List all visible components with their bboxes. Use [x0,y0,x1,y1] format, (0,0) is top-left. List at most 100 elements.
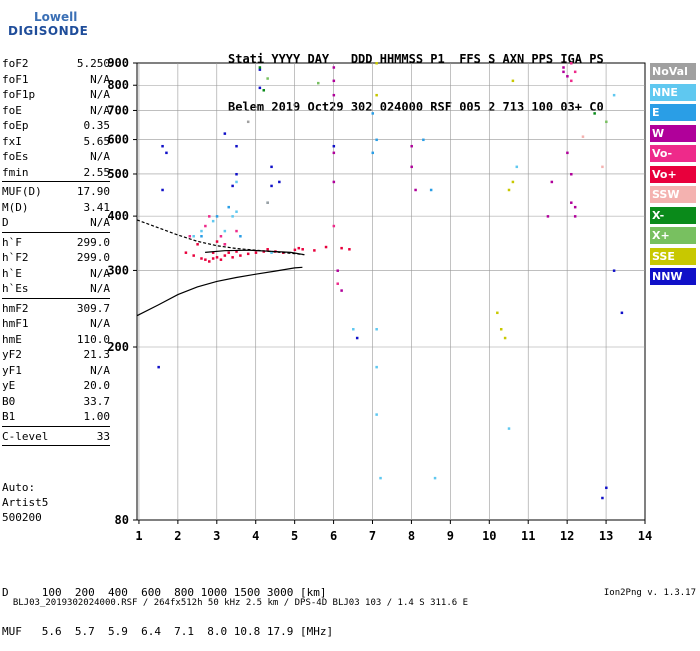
echo-point [332,66,336,69]
param-value: 299.0 [76,235,110,249]
echo-point [200,229,203,233]
echo-point [227,251,230,254]
echo-point [215,256,219,259]
echo-point [612,93,616,97]
legend-item: E [650,104,696,121]
echo-point [593,112,596,115]
legend-item: W [650,124,696,142]
echo-point [223,229,227,233]
param-row: h`F2 299.0 [2,250,110,266]
param-row: h`F 299.0 [2,235,110,251]
echo-point [550,180,554,184]
x-tick-label: 14 [638,529,652,543]
param-row: foEs N/A [2,149,110,165]
echo-point [332,151,336,155]
echo-point [246,252,250,256]
muf-row: MUF 5.6 5.7 5.9 6.4 7.1 8.0 10.8 17.9 [M… [2,625,334,638]
param-value: N/A [90,317,110,330]
echo-point [208,260,211,263]
param-row: yF1 N/A [2,363,110,379]
y-tick-label: 700 [107,103,129,117]
file-info-footer: BLJ03_2019302024000.RSF / 264fx512h 50 k… [2,588,698,618]
echo-point [511,79,515,83]
x-tick-label: 10 [482,529,496,543]
echo-point [266,248,269,251]
echo-point [352,327,355,331]
param-name: foF1 [2,72,29,86]
param-value: N/A [90,150,110,163]
param-value: N/A [90,72,110,86]
echo-point [573,215,577,218]
echo-point [161,144,164,148]
echo-point [266,77,269,80]
param-row: hmF2 309.7 [2,301,110,317]
param-row: foF1p N/A [2,87,110,103]
param-name: foEs [2,150,29,163]
echo-point [340,246,343,250]
echo-point [211,251,215,254]
param-row: hmF1 N/A [2,316,110,332]
param-name: h`E [2,266,22,280]
param-name: MUF(D) [2,185,42,198]
legend-item: NoVal [650,63,696,80]
software-version: Ion2Png v. 1.3.17 [603,588,696,598]
echo-point [507,427,511,430]
param-value: 20.0 [83,379,111,392]
x-tick-label: 4 [252,529,259,543]
echo-point [375,327,378,331]
echo-point [546,215,550,218]
legend-item: X+ [650,227,696,244]
legend-item: NNW [650,268,696,285]
scaled-parameters-panel: foF2 5.250 foF1 N/A foF1p N/A foE N/A foEp 0.35 fx… [2,56,110,448]
echo-point [231,256,234,259]
param-separator [2,425,110,427]
echo-point [371,151,375,155]
echo-point [211,257,215,260]
echo-point [231,215,234,218]
echo-point [605,120,608,124]
plot-frame [136,62,646,521]
param-value: N/A [90,282,110,295]
echo-point [317,81,320,85]
param-value: 5.250 [76,57,110,70]
echo-point [429,188,433,192]
artist-info: Auto: Artist5 500200 [2,480,48,525]
param-row: yF2 21.3 [2,347,110,363]
param-name: foF1p [2,88,36,101]
x-tick-label: 7 [369,529,376,543]
param-value: N/A [90,363,110,377]
echo-point [188,235,192,238]
param-value: 110.0 [76,332,110,346]
y-tick-label: 600 [107,133,129,147]
echo-point [332,180,336,184]
logo-line2: DIGISONDE [8,24,89,38]
ionogram-chart: 1 2 3 4 5 6 7 8 9 10 11 12 13 14802003004005006007008… [107,56,652,543]
param-value: 299.0 [76,251,110,264]
param-row: foF1 N/A [2,72,110,88]
echo-point [375,365,378,369]
echo-point [570,201,573,204]
echo-point [246,120,250,124]
param-value: 17.90 [76,185,110,198]
param-separator [2,231,110,233]
echo-point [573,70,577,74]
param-value: 0.35 [83,119,111,132]
echo-point [562,66,565,69]
param-value: 2.55 [83,165,111,179]
echo-point [165,151,168,155]
y-tick-label: 800 [107,78,129,92]
echo-point [422,138,425,142]
echo-point [601,165,604,169]
param-value: N/A [90,103,110,117]
echo-point [258,68,262,71]
echo-point [204,258,207,261]
artist-code: 500200 [2,511,42,524]
y-tick-label: 400 [107,209,129,223]
echo-point [184,251,188,254]
echo-point [507,188,511,192]
echo-point [258,66,262,69]
echo-point [200,257,203,260]
param-value: 1.00 [83,410,111,423]
param-name: C-level [2,429,49,443]
param-row: h`Es N/A [2,281,110,297]
